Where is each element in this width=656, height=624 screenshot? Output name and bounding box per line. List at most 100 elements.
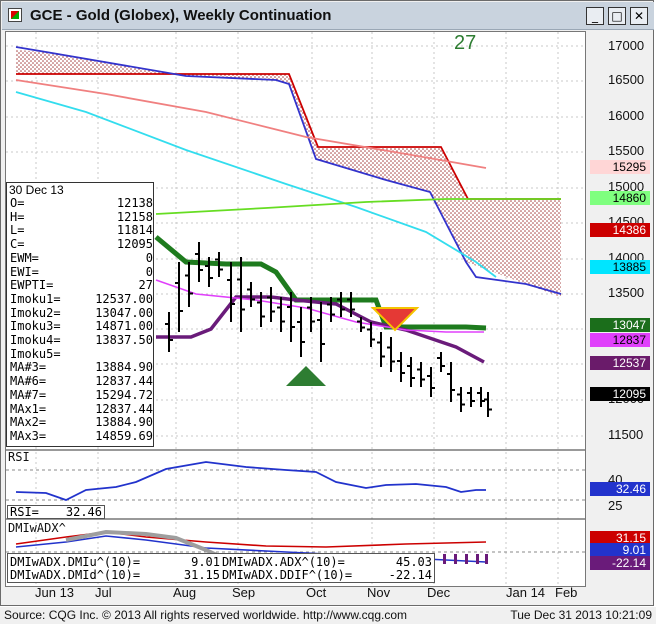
dmi-readout-value: 31.15	[183, 568, 220, 582]
time-axis-label: Feb	[555, 585, 578, 600]
info-row: Imoku2= 13047.00	[10, 305, 153, 320]
dmi-value-tag: 9.01	[590, 543, 650, 557]
ma-lightgreen-line	[155, 198, 561, 215]
dmi-readout-key: DMIwADX.DMIu^(10)=	[10, 555, 141, 569]
ddif-bar	[443, 554, 446, 564]
info-key: MAx1=	[10, 401, 47, 416]
info-key: Imoku3=	[10, 319, 61, 334]
info-value: 14859.69	[95, 428, 153, 443]
tenkan-line	[156, 295, 485, 364]
info-row: L= 11814	[10, 224, 153, 237]
timestamp-text: Tue Dec 31 2013 10:21:09	[510, 608, 652, 622]
info-key: Imoku1=	[10, 291, 61, 306]
price-tag: 13885	[590, 260, 650, 274]
chart-canvas	[6, 32, 585, 586]
rsi-title: RSI	[8, 450, 30, 464]
price-axis-label: 11500	[608, 427, 644, 442]
ddif-histogram	[443, 554, 488, 564]
price-tag: 14860	[590, 191, 650, 205]
ddif-bar	[485, 554, 488, 564]
status-footer: Source: CQG Inc. © 2013 All rights reser…	[0, 607, 656, 624]
info-value: 12837.44	[95, 374, 153, 389]
price-tag: 15295	[590, 160, 650, 174]
info-value: 27	[138, 278, 153, 293]
info-value: 12158	[116, 209, 153, 224]
price-tag: 12095	[590, 387, 650, 401]
info-key: Imoku2=	[10, 305, 61, 320]
info-key: MA#7=	[10, 387, 47, 402]
info-row: C= 12095	[10, 238, 153, 251]
cloud-fill-upper	[16, 50, 561, 297]
buy-signal-marker	[286, 366, 326, 386]
info-value: 13837.50	[95, 333, 153, 347]
dmi-value-tag: 31.15	[590, 531, 650, 545]
dmi-readout-value: 9.01	[191, 555, 220, 569]
info-row: Imoku4= 13837.50	[10, 334, 153, 347]
rsi-readout-value: 32.46	[65, 505, 102, 519]
window-title: GCE - Gold (Globex), Weekly Continuation	[30, 7, 332, 24]
ddif-bar	[476, 554, 479, 564]
title-bar[interactable]: GCE - Gold (Globex), Weekly Continuation…	[2, 2, 654, 30]
ddif-bar	[465, 554, 468, 564]
price-axis-label: 15000	[608, 179, 645, 194]
info-row: H= 12158	[10, 209, 153, 224]
price-bars	[165, 242, 492, 417]
ddif-bar	[454, 554, 457, 564]
app-icon	[8, 8, 22, 22]
time-axis-label: Oct	[306, 585, 327, 600]
info-date: 30 Dec 13	[9, 183, 64, 197]
cloud-lower-line	[15, 46, 562, 295]
dmi-title: DMIwADX^	[8, 521, 66, 535]
info-value: 13884.90	[95, 360, 153, 375]
kijun-line	[154, 235, 487, 331]
dmi-readout-value: -22.14	[388, 568, 432, 582]
time-axis-label: Aug	[173, 585, 197, 600]
ma-pink-line	[15, 79, 487, 169]
info-key: C=	[10, 237, 25, 252]
time-axis-label: Sep	[232, 585, 256, 600]
info-value: 0	[145, 264, 153, 279]
info-row: MAx1= 12837.44	[10, 401, 153, 416]
time-axis-label: Jan 14	[506, 585, 546, 600]
minimize-button[interactable]: _	[586, 7, 604, 25]
price-axis-label: 13500	[608, 285, 645, 300]
bar-count-label: 27	[454, 32, 477, 54]
info-value: 11814	[116, 223, 153, 238]
copyright-text: Source: CQG Inc. © 2013 All rights reser…	[4, 608, 408, 622]
close-button[interactable]: ✕	[630, 7, 648, 25]
info-key: MAx3=	[10, 428, 47, 443]
dmi-value-tag: -22.14	[590, 556, 650, 570]
info-value: 13047.00	[95, 305, 153, 320]
info-key: EWM=	[10, 250, 39, 265]
info-key: MA#3=	[10, 360, 47, 375]
maximize-button[interactable]: □	[608, 7, 626, 25]
info-key: MA#6=	[10, 374, 47, 389]
rsi-readout-label: RSI=	[10, 505, 39, 519]
info-value: 14871.00	[95, 319, 153, 334]
info-row: EWPTI= 27	[10, 279, 153, 292]
info-key: Imoku4=	[10, 333, 61, 347]
info-value: 13884.90	[95, 415, 153, 430]
info-key: L=	[10, 223, 25, 238]
price-tag: 14386	[590, 223, 650, 237]
info-row: MA#3= 13884.90	[10, 361, 153, 374]
info-row: EWM= 0	[10, 250, 153, 265]
dmi-axis-label: 25	[608, 498, 623, 513]
price-tag: 13047	[590, 318, 650, 332]
price-axis-label: 17000	[608, 38, 645, 53]
info-value: 12095	[116, 237, 153, 252]
info-value: 0	[145, 250, 153, 265]
time-axis-label: Dec	[427, 585, 451, 600]
info-key: EWI=	[10, 264, 39, 279]
dmi-readout-value: 45.03	[395, 555, 432, 569]
sell-signal-marker	[370, 307, 420, 332]
price-axis-label: 16500	[608, 72, 645, 87]
ichimoku-cloud	[16, 50, 561, 297]
info-value: 12138	[116, 196, 153, 210]
info-key: EWPTI=	[10, 278, 54, 293]
info-value: 12537.00	[95, 291, 153, 306]
info-row: Imoku3= 14871.00	[10, 320, 153, 333]
info-row: MAx2= 13884.90	[10, 416, 153, 429]
adx-line	[65, 529, 237, 566]
info-row: O= 12138	[10, 197, 153, 210]
